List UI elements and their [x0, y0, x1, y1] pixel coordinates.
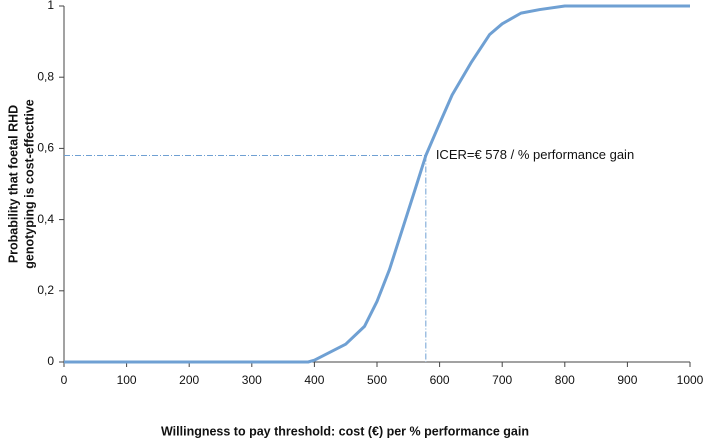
x-tick-label: 300: [242, 373, 262, 387]
y-tick-label: 0,6: [37, 141, 54, 155]
x-tick-label: 500: [367, 373, 387, 387]
annotation: ICER=€ 578 / % performance gain: [436, 147, 634, 162]
x-tick-label: 900: [617, 373, 637, 387]
x-tick-label: 600: [430, 373, 450, 387]
x-tick-label: 1000: [677, 373, 704, 387]
y-tick-label: 0,8: [37, 69, 54, 83]
y-tick-label: 0,4: [37, 212, 54, 226]
y-axis-label: genotyping is cost-effecttive: [22, 99, 36, 269]
x-tick-label: 800: [555, 373, 575, 387]
y-tick-label: 1: [47, 0, 54, 12]
y-axis-label: Probability that foetal RHD: [6, 105, 20, 263]
x-tick-label: 200: [179, 373, 199, 387]
y-tick-label: 0: [47, 354, 54, 368]
x-axis-label: Willingness to pay threshold: cost (€) p…: [161, 424, 529, 438]
y-tick-label: 0,2: [37, 283, 54, 297]
x-tick-label: 0: [61, 373, 68, 387]
x-tick-label: 400: [304, 373, 324, 387]
line-series: [64, 4, 690, 364]
x-tick-label: 700: [492, 373, 512, 387]
x-tick-label: 100: [117, 373, 137, 387]
